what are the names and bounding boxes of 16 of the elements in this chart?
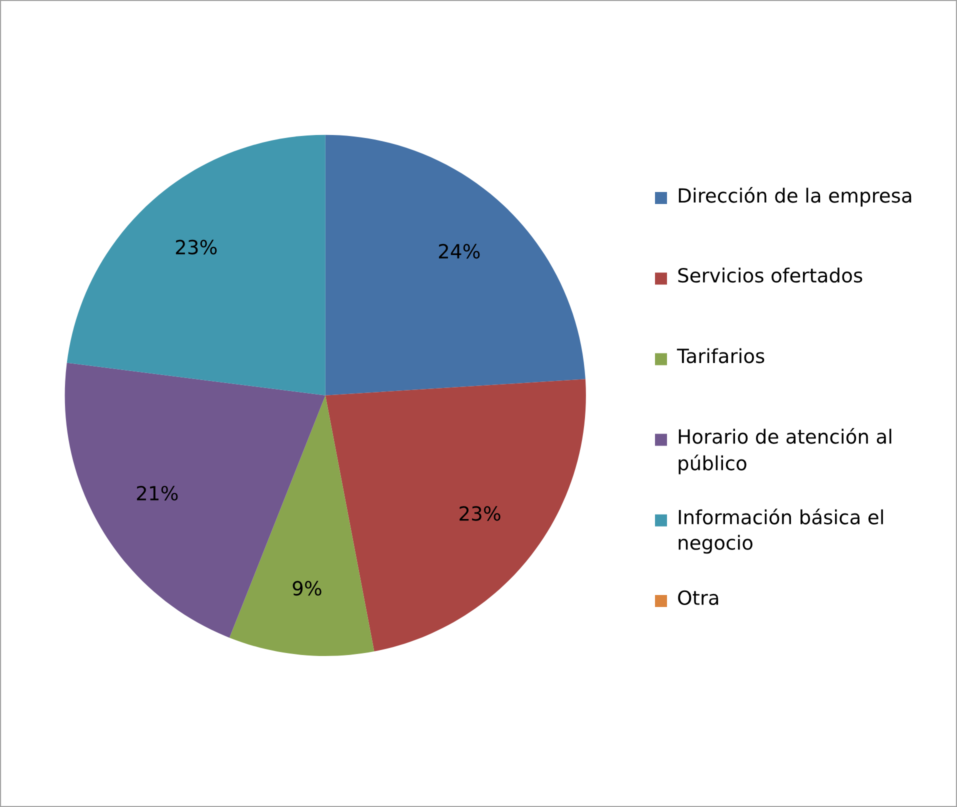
legend-label: Tarifarios [676,348,764,364]
pie-slice [325,134,586,396]
data-label: 21% [136,486,178,501]
pie-slice [229,395,374,656]
data-label: 23% [176,240,217,254]
legend-label: Dirección de la empresa [678,187,912,207]
data-label: 23% [460,506,500,521]
legend-label: Otra [678,590,718,606]
legend-label: Información básica el negocio [678,508,883,554]
data-label: 24% [438,244,480,259]
legend-label: Servicios ofertados [678,268,862,283]
pie-slice [66,134,326,396]
pie-slice [64,362,326,638]
data-label: 9% [292,580,322,596]
legend-label: Horario de atención al público [678,428,892,474]
pie-slice [325,379,586,652]
